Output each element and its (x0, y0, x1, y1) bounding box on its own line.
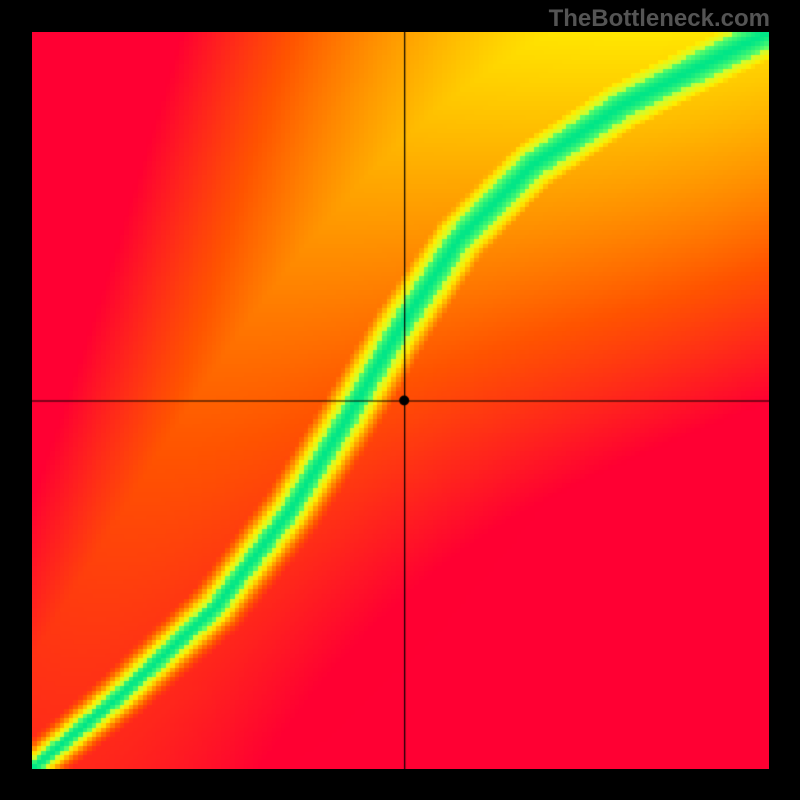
bottleneck-heatmap (32, 32, 769, 769)
watermark-text: TheBottleneck.com (549, 5, 770, 33)
